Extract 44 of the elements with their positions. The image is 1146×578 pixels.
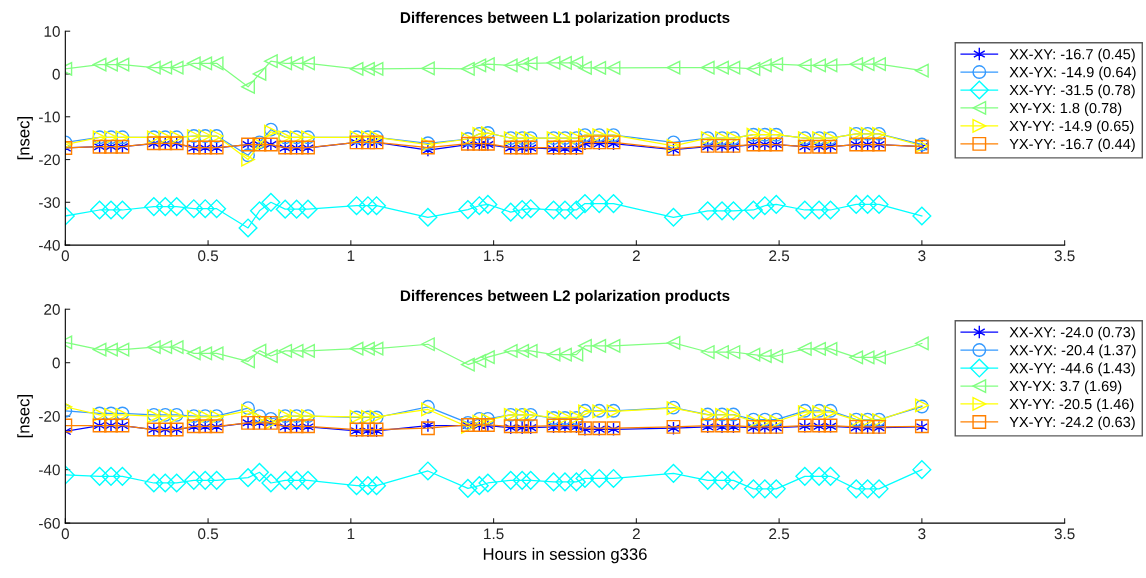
x-tick-label: 3 [918,528,926,540]
legend-label: XY-YX: 1.8 (0.78) [1009,102,1122,117]
x-tick-label: 0 [61,528,69,540]
legend-label: XY-YY: -20.5 (1.46) [1009,398,1134,413]
legend-label: XX-YX: -14.9 (0.64) [1009,66,1136,81]
x-tick-label: 2.5 [769,250,790,262]
y-tick-label: -60 [39,517,60,529]
legend-label: XX-YX: -20.4 (1.37) [1009,344,1136,359]
legend-label: YX-YY: -24.2 (0.63) [1009,416,1135,431]
y-tick-label: -40 [39,464,60,476]
y-tick-label: 10 [44,26,60,37]
x-tick-label: 1.5 [484,250,504,262]
x-tick-label: 3.5 [1054,528,1075,540]
y-tick-label: 0 [52,68,60,80]
chart-title: Differences between L1 polarization products [400,11,730,27]
x-tick-label: 2.5 [769,528,790,540]
x-tick-label: 1.5 [484,528,504,540]
chart-title: Differences between L2 polarization products [400,289,730,305]
y-tick-label: -10 [39,111,60,123]
y-tick-label: 0 [52,357,60,369]
legend-label: XY-YX: 3.7 (1.69) [1009,380,1122,395]
legend-label: XX-YY: -31.5 (0.78) [1009,84,1135,99]
legend-label: XX-XY: -16.7 (0.45) [1009,48,1135,63]
y-tick-label: -30 [39,197,60,208]
x-tick-label: 2 [632,528,640,540]
x-tick-label: 2 [632,250,640,261]
y-tick-label: -40 [39,239,60,251]
x-tick-label: 0.5 [198,250,219,262]
x-axis-title: Hours in session g336 [483,547,647,564]
legend-label: XX-YY: -44.6 (1.43) [1009,362,1135,377]
x-tick-label: 0.5 [198,528,219,540]
legend-label: XX-XY: -24.0 (0.73) [1009,326,1135,341]
x-tick-label: 3 [918,250,926,262]
x-tick-label: 0 [61,250,69,262]
x-tick-label: 1 [347,250,355,261]
y-tick-label: -20 [39,154,60,166]
y-tick-label: 20 [44,304,60,315]
legend-label: XY-YY: -14.9 (0.65) [1009,120,1134,135]
y-tick-label: -20 [39,411,60,422]
legend-label: YX-YY: -16.7 (0.44) [1009,138,1135,153]
x-tick-label: 1 [347,528,355,540]
y-axis-title: [nsec] [17,117,33,160]
x-tick-label: 3.5 [1054,250,1075,262]
y-axis-title: [nsec] [17,395,33,438]
